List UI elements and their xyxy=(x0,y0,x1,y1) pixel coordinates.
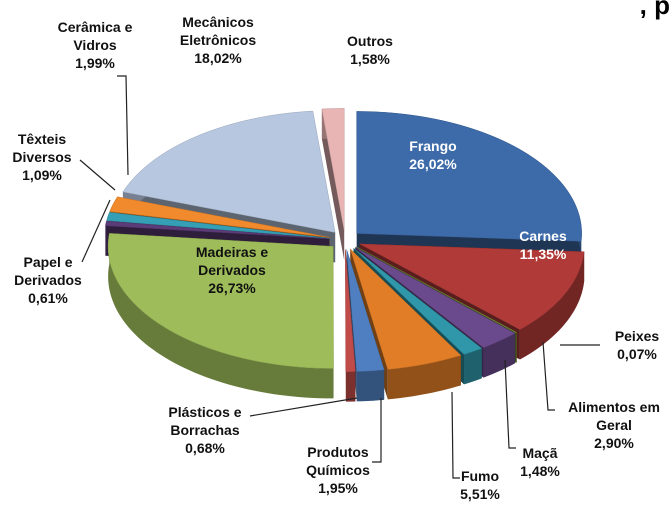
slice-wall xyxy=(321,109,345,261)
slice-top xyxy=(107,233,334,369)
slice-top xyxy=(345,249,356,372)
slice-top xyxy=(346,249,385,372)
leader-line xyxy=(372,398,382,463)
slice xyxy=(107,233,334,399)
category-label: Cerâmica e Vidros xyxy=(57,19,133,53)
category-label: Maçã xyxy=(522,445,558,461)
data-label: Fumo 5,51% xyxy=(450,467,510,503)
category-label: Fumo xyxy=(460,468,500,484)
value-label: 1,95% xyxy=(318,480,358,496)
slice-side xyxy=(108,233,334,399)
data-label: Carnes 11,35% xyxy=(508,227,578,263)
slice-side xyxy=(105,221,107,256)
category-label: Peixes xyxy=(614,328,660,344)
data-label: Madeiras e Derivados 26,73% xyxy=(177,243,287,297)
value-label: 1,48% xyxy=(520,463,560,479)
slice-top xyxy=(350,248,462,370)
category-label: Carnes xyxy=(519,228,567,244)
slice-side xyxy=(356,369,385,402)
slice-top xyxy=(355,247,516,348)
leader-line xyxy=(117,75,129,176)
slice xyxy=(356,111,582,272)
category-label: Papel e Derivados xyxy=(14,254,82,288)
data-label: Alimentos em Geral 2,90% xyxy=(564,398,664,452)
category-label: Plásticos e Borrachas xyxy=(168,404,242,438)
value-label: 11,35% xyxy=(519,246,567,262)
slice-top xyxy=(105,220,330,240)
value-label: 5,51% xyxy=(460,486,500,502)
data-label: Peixes 0,07% xyxy=(607,327,667,363)
slice-top xyxy=(359,243,585,330)
category-label: Alimentos em Geral xyxy=(568,399,660,433)
slice-side xyxy=(387,355,461,400)
slice xyxy=(321,108,345,261)
slice-top xyxy=(356,246,518,334)
data-label: Têxteis Diversos 1,09% xyxy=(2,130,82,184)
slice-side xyxy=(519,251,585,360)
value-label: 26,02% xyxy=(409,156,457,172)
slice-top xyxy=(122,110,336,233)
value-label: 0,07% xyxy=(617,346,657,362)
slice-top xyxy=(321,108,345,231)
data-label: Cerâmica e Vidros 1,99% xyxy=(50,18,140,72)
data-label: Maçã 1,48% xyxy=(510,444,570,480)
category-label: Madeiras e Derivados xyxy=(195,244,269,278)
slice xyxy=(345,249,356,402)
data-label: Mecânicos Eletrônicos 18,02% xyxy=(163,13,273,67)
slice-side xyxy=(483,333,515,378)
category-label: Têxteis Diversos xyxy=(12,131,72,165)
category-label: Frango xyxy=(409,138,457,154)
category-label: Produtos Químicos xyxy=(306,444,370,478)
leader-lines xyxy=(79,75,600,479)
leader-line xyxy=(79,159,116,191)
value-label: 2,90% xyxy=(594,435,634,451)
value-label: 0,68% xyxy=(185,440,225,456)
chart-title: , p xyxy=(639,0,670,20)
data-label: Plásticos e Borrachas 0,68% xyxy=(150,403,260,457)
data-label: Outros 1,58% xyxy=(335,32,405,68)
slice-top xyxy=(356,111,582,242)
leader-line xyxy=(451,391,460,479)
data-label: Frango 26,02% xyxy=(398,137,468,173)
value-label: 18,02% xyxy=(194,50,242,66)
value-label: 1,09% xyxy=(22,167,62,183)
data-label: Produtos Químicos 1,95% xyxy=(293,443,383,497)
leader-line xyxy=(249,397,358,417)
category-label: Outros xyxy=(347,33,393,49)
leader-line xyxy=(504,359,516,449)
value-label: 1,58% xyxy=(350,51,390,67)
slice-side xyxy=(345,371,356,402)
slices xyxy=(105,108,585,402)
value-label: 0,61% xyxy=(28,290,68,306)
slice-top xyxy=(109,196,330,238)
value-label: 1,99% xyxy=(75,55,115,71)
slice-top xyxy=(353,247,483,355)
leader-line xyxy=(81,199,111,263)
slice-side xyxy=(464,348,482,385)
leader-line xyxy=(542,341,555,411)
slice-side xyxy=(515,332,517,363)
value-label: 26,73% xyxy=(208,280,256,296)
category-label: Mecânicos Eletrônicos xyxy=(179,14,257,48)
slice-top xyxy=(106,212,330,239)
data-label: Papel e Derivados 0,61% xyxy=(3,253,93,307)
